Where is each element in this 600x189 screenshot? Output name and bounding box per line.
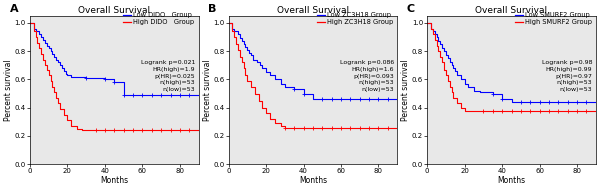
Text: Logrank p=0.021
HR(high)=1.9
p(HR)=0.025
n(high)=53
n(low)=53: Logrank p=0.021 HR(high)=1.9 p(HR)=0.025… bbox=[141, 60, 195, 92]
Title: Overall Survival: Overall Survival bbox=[78, 6, 151, 15]
Text: C: C bbox=[407, 4, 415, 14]
Text: A: A bbox=[10, 4, 19, 14]
X-axis label: Months: Months bbox=[497, 176, 526, 185]
Text: Logrank p=0.98
HR(high)=0.99
p(HR)=0.97
n(high)=53
n(low)=53: Logrank p=0.98 HR(high)=0.99 p(HR)=0.97 … bbox=[542, 60, 592, 92]
Title: Overall Survival: Overall Survival bbox=[475, 6, 548, 15]
Legend: Low ZC3H18 Group, High ZC3H18 Group: Low ZC3H18 Group, High ZC3H18 Group bbox=[316, 12, 394, 26]
Title: Overall Survival: Overall Survival bbox=[277, 6, 349, 15]
Text: B: B bbox=[208, 4, 217, 14]
Text: Logrank p=0.086
HR(high)=1.6
p(HR)=0.093
n(high)=53
n(low)=53: Logrank p=0.086 HR(high)=1.6 p(HR)=0.093… bbox=[340, 60, 394, 92]
Y-axis label: Percent survival: Percent survival bbox=[401, 59, 410, 121]
Y-axis label: Percent survival: Percent survival bbox=[203, 59, 212, 121]
X-axis label: Months: Months bbox=[100, 176, 128, 185]
Y-axis label: Percent survival: Percent survival bbox=[4, 59, 13, 121]
X-axis label: Months: Months bbox=[299, 176, 327, 185]
Legend: Low DIDO   Group, High DIDO   Group: Low DIDO Group, High DIDO Group bbox=[123, 12, 195, 26]
Legend: Low SMURF2 Group, High SMURF2 Group: Low SMURF2 Group, High SMURF2 Group bbox=[514, 12, 592, 26]
